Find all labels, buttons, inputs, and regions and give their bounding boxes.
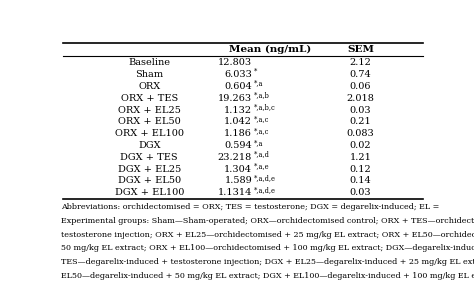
Text: *,a,d: *,a,d (254, 151, 270, 158)
Text: 50 mg/kg EL extract; ORX + EL100—orchidectomised + 100 mg/kg EL extract; DGX—deg: 50 mg/kg EL extract; ORX + EL100—orchide… (61, 245, 474, 252)
Text: Abbreviations: orchidectomised = ORX; TES = testosterone; DGX = degarelix-induce: Abbreviations: orchidectomised = ORX; TE… (61, 203, 442, 211)
Text: 0.21: 0.21 (350, 117, 371, 126)
Text: *,a,d,e: *,a,d,e (254, 186, 276, 194)
Text: 1.186: 1.186 (224, 129, 252, 138)
Text: testosterone injection; ORX + EL25—orchidectomised + 25 mg/kg EL extract; ORX + : testosterone injection; ORX + EL25—orchi… (61, 231, 474, 239)
Text: 0.594: 0.594 (224, 141, 252, 150)
Text: SEM: SEM (347, 45, 374, 54)
Text: TES—degarelix-induced + testosterone injection; DGX + EL25—degarelix-induced + 2: TES—degarelix-induced + testosterone inj… (61, 258, 474, 266)
Text: *,a,c: *,a,c (254, 115, 269, 123)
Text: Experimental groups: Sham—Sham-operated; ORX—orchidectomised control; ORX + TES—: Experimental groups: Sham—Sham-operated;… (61, 217, 474, 225)
Text: 1.589: 1.589 (224, 176, 252, 185)
Text: 1.1314: 1.1314 (218, 188, 252, 197)
Text: 2.12: 2.12 (349, 59, 372, 67)
Text: DGX + EL50: DGX + EL50 (118, 176, 181, 185)
Text: *,a: *,a (254, 139, 264, 147)
Text: ORX + EL50: ORX + EL50 (118, 117, 181, 126)
Text: ORX + EL25: ORX + EL25 (118, 106, 181, 115)
Text: ORX: ORX (138, 82, 160, 91)
Text: 0.02: 0.02 (350, 141, 371, 150)
Text: 1.132: 1.132 (224, 106, 252, 115)
Text: 6.033: 6.033 (224, 70, 252, 79)
Text: *,a,e: *,a,e (254, 162, 270, 170)
Text: 12.803: 12.803 (218, 59, 252, 67)
Text: ORX + EL100: ORX + EL100 (115, 129, 184, 138)
Text: 19.263: 19.263 (218, 94, 252, 103)
Text: 0.14: 0.14 (350, 176, 371, 185)
Text: 23.218: 23.218 (218, 153, 252, 162)
Text: Baseline: Baseline (128, 59, 170, 67)
Text: 0.083: 0.083 (346, 129, 374, 138)
Text: 1.21: 1.21 (349, 153, 372, 162)
Text: DGX + EL25: DGX + EL25 (118, 165, 181, 174)
Text: 0.03: 0.03 (350, 188, 371, 197)
Text: *: * (254, 68, 257, 76)
Text: 0.604: 0.604 (224, 82, 252, 91)
Text: 2.018: 2.018 (346, 94, 374, 103)
Text: DGX + EL100: DGX + EL100 (115, 188, 184, 197)
Text: 0.12: 0.12 (350, 165, 371, 174)
Text: DGX + TES: DGX + TES (120, 153, 178, 162)
Text: *,a: *,a (254, 80, 264, 88)
Text: ORX + TES: ORX + TES (120, 94, 178, 103)
Text: *,a,c: *,a,c (254, 127, 269, 135)
Text: 0.06: 0.06 (350, 82, 371, 91)
Text: Sham: Sham (135, 70, 164, 79)
Text: *,a,d,e: *,a,d,e (254, 174, 276, 182)
Text: EL50—degarelix-induced + 50 mg/kg EL extract; DGX + EL100—degarelix-induced + 10: EL50—degarelix-induced + 50 mg/kg EL ext… (61, 272, 474, 280)
Text: DGX: DGX (138, 141, 161, 150)
Text: 0.03: 0.03 (350, 106, 371, 115)
Text: 0.74: 0.74 (350, 70, 371, 79)
Text: 1.304: 1.304 (224, 165, 252, 174)
Text: *,a,b: *,a,b (254, 91, 270, 99)
Text: 1.042: 1.042 (224, 117, 252, 126)
Text: *,a,b,c: *,a,b,c (254, 103, 276, 111)
Text: Mean (ng/mL): Mean (ng/mL) (229, 45, 311, 54)
